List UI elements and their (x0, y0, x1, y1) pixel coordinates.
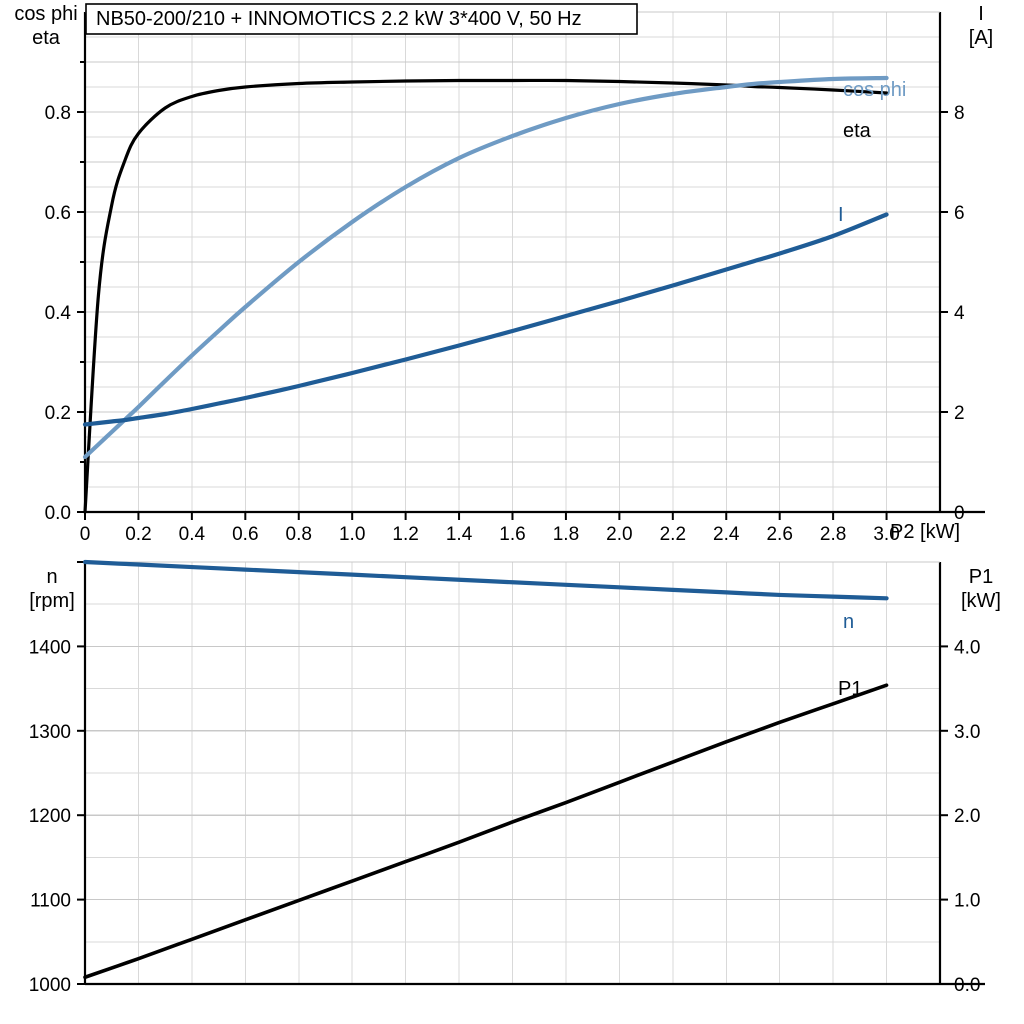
tick-label: 4 (954, 303, 965, 324)
cos-phi-curve (82, 75, 889, 460)
tick-label: 0.4 (179, 524, 206, 545)
tick-label: 0.6 (45, 203, 71, 224)
eta-curve-label: eta (843, 120, 872, 142)
current-curve-label: I (838, 204, 844, 226)
tick-label: 1200 (29, 806, 71, 827)
bottom-left-axis-title-line1: n (46, 566, 57, 588)
tick-label: 0.8 (286, 524, 312, 545)
tick-label: 1400 (29, 637, 71, 658)
top-right-axis-title-line1: I (978, 3, 984, 25)
top-x-axis-title: P2 [kW] (890, 521, 960, 543)
top-left-axis-title-line1: cos phi (14, 3, 77, 25)
top-chart: 0.0 0.2 0.4 0.6 0.8 0 2 4 6 8 0 0.2 0.4 0.6 0.8 1.0 1.2 1… (14, 3, 993, 545)
bottom-left-axis-title-line2: [rpm] (29, 590, 75, 612)
bottom-chart-grid (85, 562, 941, 984)
tick-label: 1300 (29, 722, 71, 743)
bottom-right-axis-title-line1: P1 (969, 566, 993, 588)
tick-label: 1.0 (339, 524, 365, 545)
tick-label: 0.6 (232, 524, 258, 545)
tick-label: 3.0 (954, 722, 980, 743)
tick-label: 1.6 (499, 524, 525, 545)
tick-label: 1.4 (446, 524, 473, 545)
tick-label: 0.0 (954, 975, 980, 996)
tick-label: 0 (954, 503, 965, 524)
tick-label: 3.0 (873, 524, 899, 545)
tick-label: 1.2 (392, 524, 418, 545)
tick-label: 6 (954, 203, 965, 224)
current-curve (82, 212, 889, 427)
tick-label: 2.4 (713, 524, 740, 545)
bottom-chart: 1000 1100 1200 1300 1400 0.0 1.0 2.0 3.0 4.0 n [r… (29, 559, 1001, 996)
tick-label: 2.8 (820, 524, 846, 545)
top-left-axis-title-line2: eta (32, 27, 61, 49)
chart-title: NB50-200/210 + INNOMOTICS 2.2 kW 3*400 V… (96, 8, 582, 30)
top-chart-ticks: 0.0 0.2 0.4 0.6 0.8 0 2 4 6 8 0 0.2 0.4 0.6 0.8 1.0 1.2 1… (45, 61, 965, 545)
power-curve (83, 683, 889, 980)
tick-label: 0.4 (45, 303, 72, 324)
tick-label: 4.0 (954, 637, 980, 658)
power-curve-label: P1 (838, 678, 862, 700)
tick-label: 1000 (29, 975, 71, 996)
top-right-axis-title-line2: [A] (969, 27, 993, 49)
tick-label: 1.8 (553, 524, 579, 545)
tick-label: 2.2 (660, 524, 686, 545)
tick-label: 2.0 (954, 806, 980, 827)
bottom-chart-ticks: 1000 1100 1200 1300 1400 0.0 1.0 2.0 3.0 4.0 (29, 561, 980, 996)
bottom-right-axis-title-line2: [kW] (961, 590, 1001, 612)
top-chart-grid (85, 12, 941, 512)
cos-phi-curve-label: cos phi (843, 79, 906, 101)
tick-label: 8 (954, 103, 965, 124)
speed-curve-label: n (843, 611, 854, 633)
tick-label: 1100 (30, 891, 71, 912)
speed-curve (82, 559, 889, 601)
tick-label: 1.0 (954, 891, 980, 912)
tick-label: 2.6 (766, 524, 792, 545)
tick-label: 2 (954, 403, 965, 424)
tick-label: 0.0 (45, 503, 71, 524)
title-box (85, 3, 638, 35)
tick-label: 2.0 (606, 524, 632, 545)
tick-label: 0 (80, 524, 91, 545)
tick-label: 0.8 (45, 103, 71, 124)
tick-label: 0.2 (125, 524, 151, 545)
tick-label: 0.2 (45, 403, 71, 424)
